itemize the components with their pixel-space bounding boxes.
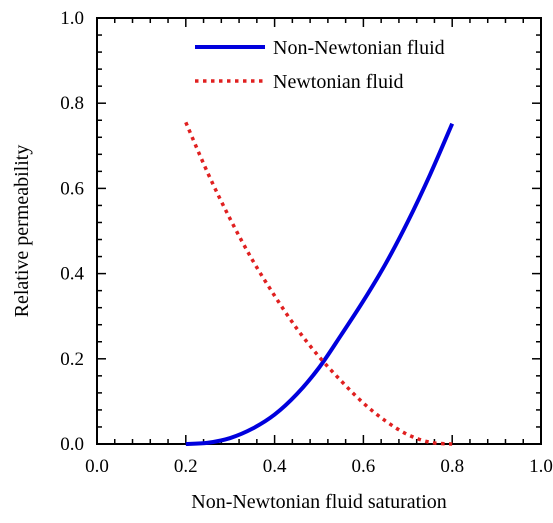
series-layer [184, 121, 455, 446]
y-tick-label: 0.8 [60, 93, 84, 114]
y-tick-label: 0.4 [60, 264, 84, 285]
series-line-0 [185, 122, 455, 446]
legend-label-newtonian: Newtonian fluid [273, 71, 404, 93]
y-tick-label: 1.0 [60, 8, 84, 29]
series-line-1 [184, 121, 453, 446]
x-axis-title: Non-Newtonian fluid saturation [191, 491, 447, 513]
x-tick-label: 0.2 [174, 456, 198, 477]
y-axis-title: Relative permeability [11, 145, 33, 318]
x-tick-label: 0.4 [263, 456, 287, 477]
x-tick-label: 1.0 [529, 456, 553, 477]
axes: 0.0 0.2 0.4 0.6 0.8 1.0 0.0 0.2 0.4 0.6 0.8 1.0 [60, 8, 553, 477]
x-tick-label: 0.6 [352, 456, 376, 477]
legend: Non-Newtonian fluid Newtonian fluid [195, 37, 445, 93]
y-tick-label: 0.2 [60, 349, 84, 370]
y-tick-label: 0.6 [60, 178, 84, 199]
legend-label-non-newtonian: Non-Newtonian fluid [273, 37, 445, 59]
y-tick-label: 0.0 [60, 434, 84, 455]
x-tick-label: 0.0 [85, 456, 109, 477]
plot-frame [96, 17, 542, 445]
x-tick-label: 0.8 [440, 456, 464, 477]
